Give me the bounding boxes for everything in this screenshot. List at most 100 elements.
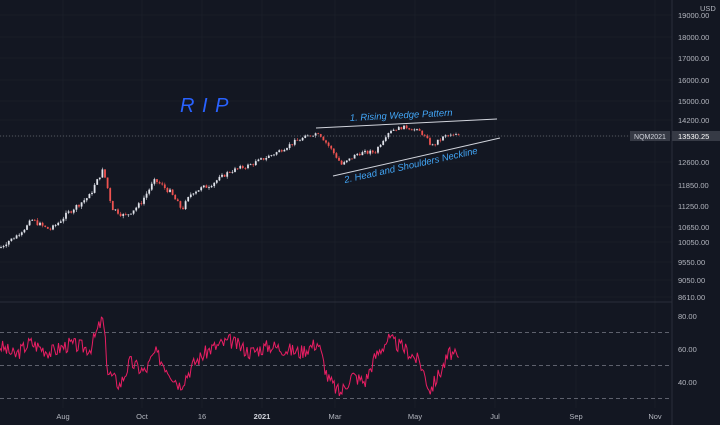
candle-body — [335, 153, 338, 158]
candle-body — [416, 129, 418, 130]
candle-body — [267, 155, 270, 159]
neckline-trendline[interactable] — [332, 137, 501, 177]
candle-body — [26, 225, 28, 230]
time-tick-label: May — [408, 412, 422, 421]
candle-body — [405, 125, 408, 129]
candle-body — [46, 226, 49, 229]
candle-body — [423, 134, 426, 136]
candle-body — [348, 158, 351, 161]
candle-body — [166, 188, 169, 193]
candle-body — [439, 139, 442, 141]
candle-body — [28, 220, 31, 226]
last-price-marker: NQM2021 13530.25 — [0, 131, 720, 141]
candle-body — [101, 169, 104, 178]
candle-body — [293, 139, 296, 145]
candle-body — [111, 201, 114, 211]
candle-body — [93, 184, 96, 193]
candle-body — [62, 218, 65, 222]
candle-body — [176, 199, 179, 202]
time-tick-label: 2021 — [254, 412, 271, 421]
candle-body — [208, 187, 210, 189]
candle-body — [156, 179, 158, 183]
candle-body — [351, 158, 353, 160]
candle-body — [455, 134, 457, 136]
trendlines — [315, 118, 501, 177]
candle-body — [215, 180, 218, 183]
time-tick-label: Sep — [569, 412, 582, 421]
candle-body — [288, 144, 291, 149]
time-tick-label: Oct — [136, 412, 149, 421]
candle-body — [10, 238, 13, 241]
candle-body — [106, 177, 109, 189]
candle-body — [210, 186, 213, 188]
candle-body — [80, 202, 83, 207]
wedge-upper-trendline[interactable] — [315, 118, 498, 129]
candle-body — [247, 164, 249, 169]
candle-body — [96, 179, 99, 185]
candle-body — [2, 246, 5, 248]
price-tick-label: 9050.00 — [678, 276, 705, 285]
candle-body — [397, 127, 400, 131]
candle-body — [283, 149, 286, 152]
candle-body — [345, 160, 348, 163]
price-scale[interactable] — [672, 0, 720, 425]
candle-body — [436, 139, 439, 145]
candle-body — [122, 214, 125, 216]
candle-body — [252, 164, 255, 166]
candle-body — [174, 194, 177, 200]
candle-body — [223, 174, 226, 177]
candle-body — [236, 168, 239, 170]
time-tick-label: 16 — [198, 412, 206, 421]
candle-body — [161, 183, 164, 185]
candle-body — [400, 127, 403, 130]
candle-body — [91, 192, 93, 195]
candle-body — [137, 203, 140, 208]
price-tick-label: 12600.00 — [678, 158, 709, 167]
candle-body — [18, 234, 21, 236]
candle-body — [317, 133, 320, 135]
candle-body — [31, 219, 34, 221]
candle-body — [429, 138, 431, 145]
candle-body — [140, 203, 143, 205]
price-tick-label: 11850.00 — [678, 181, 709, 190]
oscillator-bands — [0, 332, 672, 399]
candle-body — [148, 189, 151, 194]
candle-body — [273, 154, 275, 156]
candle-body — [228, 172, 231, 173]
grid-lines — [0, 0, 672, 408]
candle-body — [75, 205, 78, 210]
candle-body — [5, 244, 8, 247]
candle-body — [306, 135, 309, 137]
candle-body — [369, 150, 372, 154]
candle-body — [124, 214, 127, 215]
symbol-label: NQM2021 — [634, 134, 666, 141]
annotation-rising-wedge: 1. Rising Wedge Pattern — [350, 108, 453, 124]
oscillator-tick-label: 40.00 — [678, 378, 697, 387]
candle-body — [280, 150, 283, 152]
price-tick-label: 9550.00 — [678, 258, 705, 267]
candle-body — [275, 152, 278, 155]
candle-body — [379, 144, 382, 147]
candle-body — [119, 213, 122, 216]
price-tick-label: 16000.00 — [678, 76, 709, 85]
candle-body — [171, 189, 174, 195]
candlestick-series — [0, 124, 460, 249]
candle-body — [72, 209, 75, 213]
candle-body — [431, 144, 434, 146]
candle-body — [182, 207, 184, 210]
price-tick-label: 10050.00 — [678, 238, 709, 247]
candle-body — [309, 135, 312, 137]
candle-body — [421, 130, 424, 135]
candle-body — [145, 193, 148, 198]
candle-body — [353, 154, 356, 159]
candle-body — [291, 144, 294, 146]
candle-body — [457, 134, 460, 136]
candle-body — [374, 152, 377, 154]
candle-body — [241, 166, 244, 168]
candle-body — [343, 162, 346, 165]
candle-body — [15, 235, 18, 239]
candle-body — [36, 220, 39, 226]
candle-body — [413, 129, 416, 131]
candle-body — [192, 193, 195, 195]
